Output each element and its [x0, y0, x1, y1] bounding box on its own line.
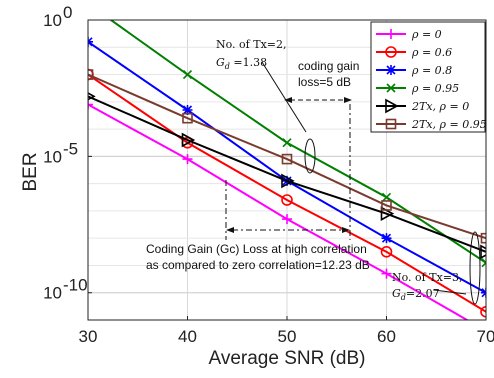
- gc-loss-arrow-right: [342, 227, 350, 233]
- series-line-1: [88, 73, 486, 313]
- legend-label-3: ρ = 0.95: [411, 82, 459, 95]
- y-tick-exp-1: -5: [63, 139, 78, 158]
- series-0: [88, 99, 470, 320]
- legend-box: [370, 21, 486, 133]
- annotation-tx3-gd: Gd=2.07: [392, 287, 440, 302]
- legend-marker-1: [385, 46, 397, 58]
- x-tick-label-0: 30: [79, 327, 98, 346]
- data-point-4-1: [181, 132, 196, 148]
- data-point-0-1: [182, 154, 193, 165]
- annotation-tx2-gd: Gd =1.38: [216, 56, 267, 71]
- annotation-coding-gain-line2: loss=5 dB: [298, 75, 351, 89]
- data-point-5-1: [182, 112, 193, 124]
- data-point-3-2: [282, 138, 292, 148]
- annotation-tx3-ellipse: [469, 231, 481, 305]
- data-point-4-4: [480, 244, 486, 260]
- legend-marker-2: [386, 65, 396, 75]
- coding-gain-arrow-right: [344, 97, 352, 103]
- x-tick-label-2: 50: [278, 327, 297, 346]
- series-5: [88, 69, 486, 244]
- data-point-5-0: [88, 69, 94, 80]
- legend-marker-3: [386, 83, 396, 93]
- x-tick-label-4: 70: [477, 327, 494, 346]
- x-tick-label-3: 60: [377, 327, 396, 346]
- y-tick-exp-2: -10: [63, 276, 88, 295]
- y-tick-exp-0: 0: [63, 3, 72, 22]
- legend: ρ = 0 ρ = 0.6 ρ = 0.8 ρ = 0.95 2Tx, ρ = 0 2Tx…: [370, 21, 487, 133]
- series-line-4: [88, 95, 486, 253]
- x-axis-title: Average SNR (dB): [209, 348, 366, 369]
- y-tick-label-0: 10: [43, 11, 62, 30]
- y-axis-title: BER: [20, 152, 41, 191]
- legend-label-0: ρ = 0: [411, 28, 442, 41]
- legend-marker-5: [385, 118, 397, 130]
- coding-gain-arrow-left: [284, 97, 292, 103]
- annotation-tx2-ellipse: [304, 138, 316, 174]
- annotation-tx3-line1: No. of Tx=3,: [392, 271, 463, 284]
- data-point-1-4: [480, 306, 486, 318]
- data-point-5-4: [480, 232, 486, 244]
- legend-label-1: ρ = 0.6: [411, 46, 452, 59]
- data-point-4-2: [281, 173, 295, 189]
- data-point-5-2: [281, 153, 293, 165]
- data-point-2-3: [381, 233, 392, 244]
- legend-entries: ρ = 0 ρ = 0.6 ρ = 0.8 ρ = 0.95 2Tx, ρ = 0 2Tx…: [376, 28, 487, 131]
- data-point-3-3: [381, 192, 392, 202]
- data-point-1-3: [380, 246, 393, 258]
- annotation-tx2-line1: No. of Tx=2,: [216, 38, 287, 51]
- legend-label-2: ρ = 0.8: [411, 64, 452, 77]
- series-layer: [88, 20, 486, 320]
- annotation-gc-loss-line1: Coding Gain (Gc) Loss at high correlatio…: [146, 242, 367, 256]
- y-tick-label-2: 10: [43, 284, 62, 303]
- data-point-2-1: [182, 105, 193, 115]
- annotation-tx3-arrow: [433, 289, 467, 295]
- legend-marker-0: [386, 29, 396, 39]
- legend-marker-4: [385, 98, 399, 114]
- data-point-0-2: [282, 214, 292, 225]
- legend-label-5: 2Tx, ρ = 0.95: [411, 118, 487, 131]
- data-point-5-3: [381, 200, 392, 211]
- legend-label-4: 2Tx, ρ = 0: [411, 100, 469, 113]
- data-point-3-4: [481, 258, 486, 268]
- y-tick-label-1: 10: [43, 147, 62, 166]
- x-tick-label-1: 40: [178, 327, 197, 346]
- series-3: [109, 20, 486, 268]
- annotation-coding-gain-line1: coding gain: [298, 59, 359, 73]
- annotation-tx2-arrow: [261, 61, 307, 133]
- data-point-0-3: [381, 268, 392, 279]
- gc-loss-arrow-left: [226, 227, 234, 233]
- series-line-5: [88, 73, 486, 240]
- data-point-3-1: [182, 69, 193, 80]
- data-point-1-2: [281, 194, 293, 206]
- annotations: No. of Tx=2, Gd =1.38 coding gain loss=5…: [146, 38, 481, 305]
- data-point-0-0: [88, 99, 93, 110]
- annotation-gc-loss-line2: as compared to zero correlation=12.23 dB: [146, 258, 370, 272]
